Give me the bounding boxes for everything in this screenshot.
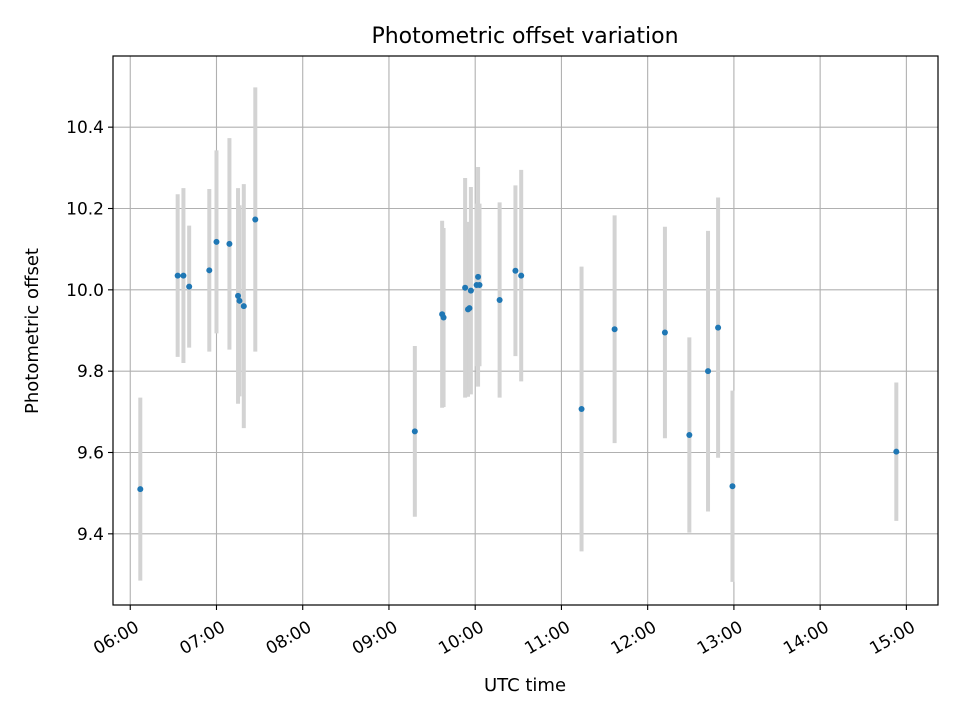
error-bars bbox=[138, 87, 899, 582]
data-point bbox=[611, 326, 618, 333]
data-point bbox=[729, 483, 736, 490]
data-point bbox=[411, 428, 418, 435]
data-point bbox=[518, 272, 525, 279]
data-point bbox=[206, 267, 213, 274]
data-point bbox=[226, 240, 233, 247]
chart-title: Photometric offset variation bbox=[371, 24, 678, 49]
x-tick-label: 15:00 bbox=[866, 617, 918, 659]
data-point bbox=[475, 273, 482, 280]
data-point bbox=[174, 272, 181, 279]
data-point bbox=[236, 297, 243, 304]
data-point bbox=[686, 432, 693, 439]
y-tick-label: 10.4 bbox=[66, 118, 104, 138]
data-point bbox=[476, 281, 483, 288]
y-axis-label: Photometric offset bbox=[22, 248, 43, 414]
data-point bbox=[893, 448, 900, 455]
data-point bbox=[715, 324, 722, 331]
data-point bbox=[661, 329, 668, 336]
y-tick-label: 9.4 bbox=[77, 525, 104, 545]
y-tick-label: 9.6 bbox=[77, 444, 104, 464]
data-point bbox=[512, 267, 519, 274]
y-tick-label: 10.0 bbox=[66, 281, 104, 301]
y-axis: 9.4 9.6 9.8 10.0 10.2 10.4 bbox=[66, 118, 113, 545]
data-point bbox=[252, 216, 259, 223]
data-point bbox=[440, 314, 447, 321]
x-tick-label: 14:00 bbox=[780, 617, 832, 659]
data-point bbox=[496, 297, 503, 303]
x-tick-label: 13:00 bbox=[694, 617, 746, 659]
x-tick-label: 10:00 bbox=[435, 617, 487, 659]
x-tick-label: 07:00 bbox=[176, 617, 228, 659]
data-point bbox=[240, 303, 247, 310]
data-point bbox=[467, 287, 474, 294]
data-point bbox=[578, 405, 585, 412]
x-tick-label: 12:00 bbox=[608, 617, 660, 659]
data-point bbox=[180, 272, 187, 279]
data-point bbox=[213, 238, 220, 245]
data-point bbox=[462, 284, 469, 291]
plot-frame bbox=[112, 55, 939, 606]
x-tick-label: 09:00 bbox=[349, 617, 401, 659]
x-tick-label: 11:00 bbox=[521, 617, 573, 659]
data-point bbox=[235, 292, 242, 299]
x-axis: 06:00 07:00 08:00 09:00 10:00 11:00 12:00 13:00… bbox=[90, 605, 919, 659]
x-tick-label: 06:00 bbox=[90, 617, 142, 659]
data-points bbox=[137, 216, 900, 493]
data-point bbox=[137, 486, 144, 493]
data-point bbox=[186, 283, 193, 290]
x-tick-label: 08:00 bbox=[263, 617, 315, 659]
x-axis-label: UTC time bbox=[484, 675, 566, 696]
data-point bbox=[705, 368, 712, 375]
data-point bbox=[466, 305, 473, 312]
y-tick-label: 9.8 bbox=[77, 362, 104, 382]
y-tick-label: 10.2 bbox=[66, 200, 104, 220]
